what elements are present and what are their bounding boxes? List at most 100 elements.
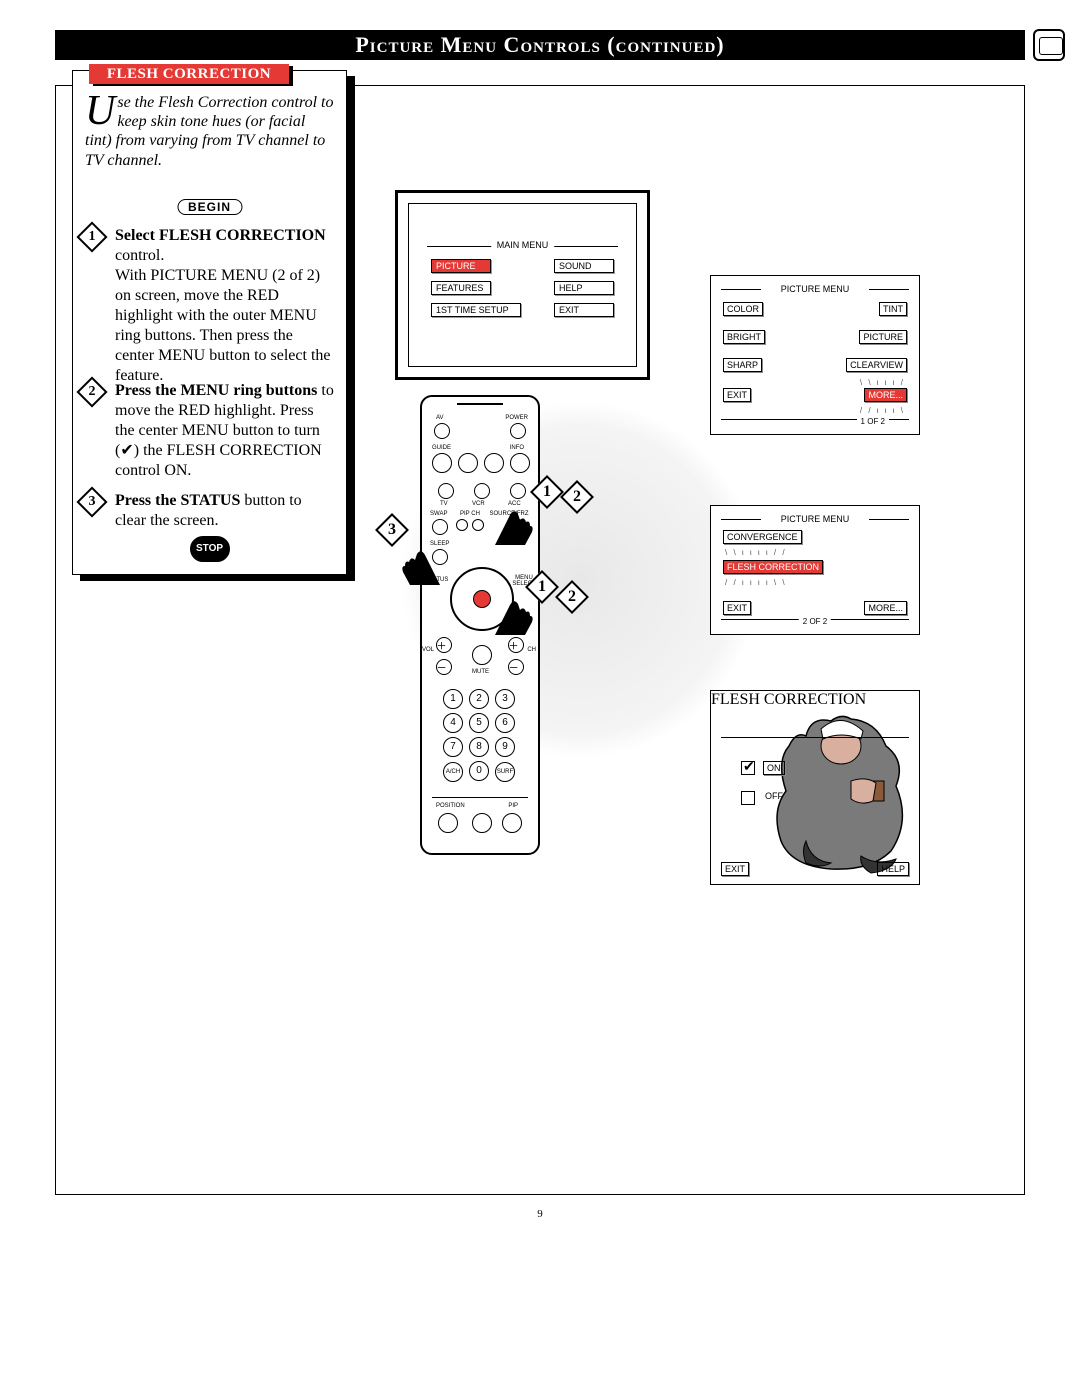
hand-icon-2: [490, 590, 540, 640]
tv-cue-icon: [1033, 29, 1065, 61]
btn-pip[interactable]: [502, 813, 522, 833]
main-menu-help[interactable]: HELP: [554, 281, 614, 295]
instruction-tab: FLESH CORRECTION: [89, 64, 289, 84]
main-menu-first-time-setup[interactable]: 1ST TIME SETUP: [431, 303, 521, 317]
panel2-title: PICTURE MENU: [777, 514, 854, 524]
page-title: Picture Menu Controls (continued): [355, 32, 724, 57]
step-1-bold: Select FLESH CORRECTION: [115, 227, 326, 244]
btn-vcr[interactable]: [474, 483, 490, 499]
label-tv: TV: [440, 501, 448, 507]
btn-ch-dn[interactable]: −: [508, 659, 524, 675]
panel1-sharp[interactable]: SHARP: [723, 358, 762, 372]
panel2-footer: 2 OF 2: [799, 617, 831, 626]
key-1[interactable]: 1: [443, 689, 463, 709]
panel2-convergence[interactable]: CONVERGENCE: [723, 530, 802, 544]
main-menu-sound[interactable]: SOUND: [554, 259, 614, 273]
btn-4[interactable]: [510, 453, 530, 473]
picture-menu-panel-1: PICTURE MENU COLOR TINT BRIGHT PICTURE S…: [710, 275, 920, 435]
page-number: 9: [537, 1208, 543, 1220]
main-menu-grid: PICTURE SOUND FEATURES HELP 1ST TIME SET…: [431, 259, 614, 325]
panel1-tint[interactable]: TINT: [879, 302, 907, 316]
key-2[interactable]: 2: [469, 689, 489, 709]
intro-paragraph: Use the Flesh Correction control to keep…: [85, 93, 335, 170]
label-info: INFO: [510, 445, 524, 451]
tv-screen: MAIN MENU PICTURE SOUND FEATURES HELP 1S…: [395, 190, 650, 380]
label-ch: CH: [527, 647, 536, 653]
btn-vol-up[interactable]: +: [436, 637, 452, 653]
key-9[interactable]: 9: [495, 737, 515, 757]
panel3-help[interactable]: HELP: [877, 862, 909, 876]
begin-pill: BEGIN: [177, 199, 242, 215]
panel1-bright[interactable]: BRIGHT: [723, 330, 765, 344]
panel1-exit[interactable]: EXIT: [723, 388, 751, 402]
panel1-picture[interactable]: PICTURE: [859, 330, 907, 344]
panel3-on[interactable]: ON: [763, 761, 785, 775]
panel1-more[interactable]: MORE...: [864, 388, 907, 402]
label-guide: GUIDE: [432, 445, 451, 451]
step-1-diamond: 1: [76, 221, 107, 252]
key-3[interactable]: 3: [495, 689, 515, 709]
stop-pill: STOP: [190, 536, 230, 562]
step-1: 1 Select FLESH CORRECTION control. With …: [85, 226, 335, 386]
panel1-color[interactable]: COLOR: [723, 302, 763, 316]
label-av: AV: [436, 415, 444, 421]
btn-1[interactable]: [432, 453, 452, 473]
key-6[interactable]: 6: [495, 713, 515, 733]
panel1-clearview[interactable]: CLEARVIEW: [846, 358, 907, 372]
picture-menu-panel-2: PICTURE MENU CONVERGENCE \ \ ι ι ι ι / /…: [710, 505, 920, 635]
label-power: POWER: [505, 415, 528, 421]
main-menu-features[interactable]: FEATURES: [431, 281, 491, 295]
flesh-correction-panel: FLESH CORRECTION ON OFF EXIT HELP: [710, 690, 920, 885]
key-7[interactable]: 7: [443, 737, 463, 757]
btn-vol-dn[interactable]: −: [436, 659, 452, 675]
btn-mute[interactable]: [472, 645, 492, 665]
step-2-bold: Press the MENU ring buttons: [115, 382, 317, 399]
btn-pipch-l[interactable]: [456, 519, 468, 531]
panel3-exit[interactable]: EXIT: [721, 862, 749, 876]
step-3: 3 Press the STATUS button to clear the s…: [85, 491, 335, 531]
label-pip: PIP: [508, 803, 518, 809]
label-pipch: PIP CH: [460, 511, 480, 517]
btn-mid[interactable]: [472, 813, 492, 833]
btn-position[interactable]: [438, 813, 458, 833]
panel2-exit[interactable]: EXIT: [723, 601, 751, 615]
panel1-footer: 1 OF 2: [857, 417, 889, 426]
instruction-box: FLESH CORRECTION Use the Flesh Correctio…: [72, 70, 347, 575]
label-position: POSITION: [436, 803, 465, 809]
label-swap: SWAP: [430, 511, 447, 517]
label-mute: MUTE: [472, 669, 489, 675]
key-4[interactable]: 4: [443, 713, 463, 733]
main-menu-picture[interactable]: PICTURE: [431, 259, 491, 273]
hand-icon-1: [490, 500, 540, 550]
step-2-diamond: 2: [76, 376, 107, 407]
key-8[interactable]: 8: [469, 737, 489, 757]
step-3-bold: Press the STATUS: [115, 492, 240, 509]
panel3-off[interactable]: OFF: [765, 791, 783, 801]
btn-2[interactable]: [458, 453, 478, 473]
off-checkbox[interactable]: [741, 791, 755, 805]
btn-tv[interactable]: [438, 483, 454, 499]
label-vcr: VCR: [472, 501, 485, 507]
btn-acc[interactable]: [510, 483, 526, 499]
sailor-illustration: [711, 691, 921, 886]
menu-center-button[interactable]: [473, 590, 491, 608]
key-surf[interactable]: SURF: [495, 762, 515, 782]
on-checkbox[interactable]: [741, 761, 755, 775]
key-5[interactable]: 5: [469, 713, 489, 733]
panel2-flesh-correction[interactable]: FLESH CORRECTION: [723, 560, 823, 574]
hand-icon-3: [395, 540, 445, 590]
btn-power[interactable]: [510, 423, 526, 439]
btn-3[interactable]: [484, 453, 504, 473]
panel1-title: PICTURE MENU: [777, 284, 854, 294]
main-menu-exit[interactable]: EXIT: [554, 303, 614, 317]
label-vol: VOL: [422, 647, 434, 653]
btn-swap[interactable]: [432, 519, 448, 535]
btn-av[interactable]: [434, 423, 450, 439]
key-0[interactable]: 0: [469, 761, 489, 781]
panel2-more[interactable]: MORE...: [864, 601, 907, 615]
main-menu-title: MAIN MENU: [491, 240, 555, 250]
dropcap: U: [85, 93, 117, 129]
step-1-rest: control. With PICTURE MENU (2 of 2) on s…: [115, 247, 331, 384]
btn-pipch-r[interactable]: [472, 519, 484, 531]
key-ach[interactable]: A/CH: [443, 762, 463, 782]
